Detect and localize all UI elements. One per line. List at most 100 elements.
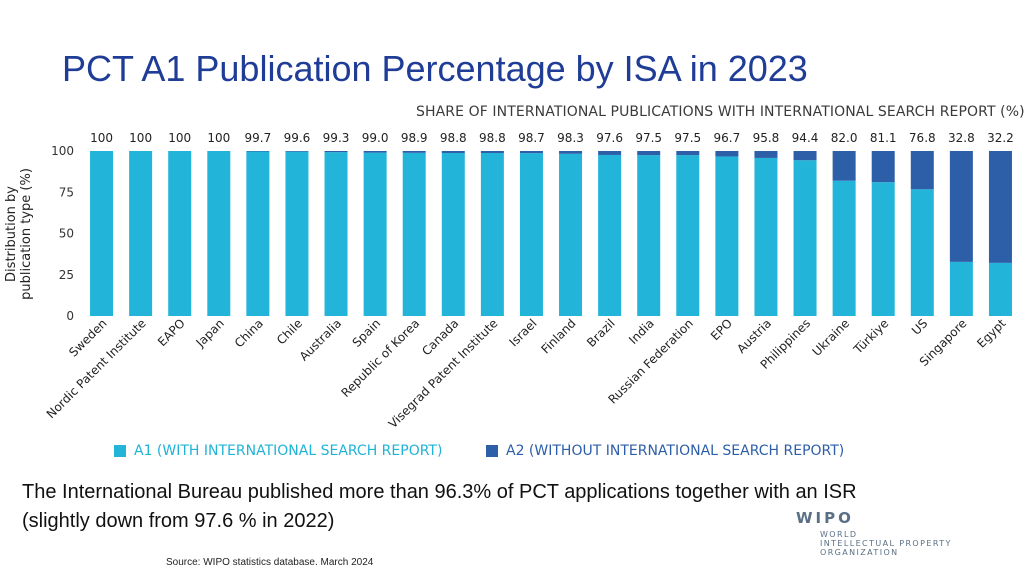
x-tick-label: Israel <box>506 316 539 349</box>
y-axis-label: Distribution by <box>4 186 19 282</box>
bar-a1 <box>480 152 504 316</box>
x-tick-label: China <box>232 316 266 350</box>
data-label: 98.8 <box>440 131 467 145</box>
y-tick-label: 25 <box>59 268 74 282</box>
bar-a1 <box>207 151 231 316</box>
x-tick-label: Spain <box>350 316 384 350</box>
bar-a1 <box>793 160 817 316</box>
bar-a1 <box>168 151 192 316</box>
bar-a2 <box>754 151 778 158</box>
legend-item-a1: A1 (WITH INTERNATIONAL SEARCH REPORT) <box>114 440 442 462</box>
bar-a2 <box>793 151 817 161</box>
page-title: PCT A1 Publication Percentage by ISA in … <box>62 48 808 89</box>
bar-a2 <box>871 151 895 183</box>
x-tick-label: Chile <box>274 316 305 347</box>
data-label: 32.2 <box>987 131 1014 145</box>
wipo-logo-wordmark: WIPO <box>796 509 854 527</box>
bar-a2 <box>324 151 348 153</box>
data-label: 100 <box>129 131 152 145</box>
legend-label-a2: A2 (WITHOUT INTERNATIONAL SEARCH REPORT) <box>506 443 845 459</box>
bar-a2 <box>988 151 1012 263</box>
x-tick-label: EAPO <box>155 316 188 349</box>
x-tick-label: Türkiye <box>850 316 891 357</box>
bar-a1 <box>715 156 739 316</box>
data-label: 97.5 <box>674 131 701 145</box>
bar-a2 <box>910 151 934 190</box>
bar-a1 <box>90 151 114 316</box>
bar-a2 <box>637 151 661 156</box>
bar-a2 <box>559 151 583 154</box>
bar-a2 <box>676 151 700 156</box>
bar-a1 <box>910 189 934 316</box>
bar-a2 <box>402 151 426 153</box>
data-label: 100 <box>207 131 230 145</box>
y-tick-label: 0 <box>66 309 74 323</box>
bar-a2 <box>949 151 973 262</box>
bar-a1 <box>754 157 778 316</box>
data-label: 94.4 <box>792 131 819 145</box>
bar-a1 <box>324 152 348 316</box>
data-label: 97.6 <box>596 131 623 145</box>
bar-a1 <box>871 182 895 316</box>
bar-a2 <box>441 151 465 153</box>
data-label: 98.9 <box>401 131 428 145</box>
wipo-logo-line-1: WORLD <box>820 530 858 539</box>
legend-swatch-a1 <box>114 445 126 457</box>
data-label: 95.8 <box>753 131 780 145</box>
y-tick-label: 75 <box>59 185 74 199</box>
x-tick-label: US <box>909 316 931 338</box>
data-label: 100 <box>90 131 113 145</box>
bar-a2 <box>480 151 504 153</box>
summary-text: The International Bureau published more … <box>22 481 857 532</box>
data-label: 96.7 <box>714 131 741 145</box>
bar-a1 <box>676 155 700 316</box>
x-tick-label: Brazil <box>584 316 618 350</box>
bar-a1 <box>519 153 543 316</box>
bar-a2 <box>285 151 309 152</box>
bar-a1 <box>832 180 856 316</box>
data-label: 99.6 <box>284 131 311 145</box>
y-tick-label: 50 <box>59 227 74 241</box>
bar-a1 <box>246 151 270 316</box>
data-label: 99.7 <box>245 131 272 145</box>
x-tick-label: Ukraine <box>810 316 853 359</box>
bar-a2 <box>832 151 856 181</box>
data-label: 100 <box>168 131 191 145</box>
data-label: 98.3 <box>557 131 584 145</box>
bar-a1 <box>559 153 583 316</box>
bar-a2 <box>598 151 622 155</box>
data-label: 97.5 <box>635 131 662 145</box>
x-tick-label: Egypt <box>974 316 1009 351</box>
bar-a1 <box>988 262 1012 316</box>
y-axis-label: publication type (%) <box>19 168 34 300</box>
legend-swatch-a2 <box>486 445 498 457</box>
data-label: 81.1 <box>870 131 897 145</box>
bar-a2 <box>519 151 543 154</box>
y-tick-label: 100 <box>51 144 74 158</box>
wipo-logo-line-3: ORGANIZATION <box>820 548 899 557</box>
data-label: 98.7 <box>518 131 545 145</box>
bar-a1 <box>441 152 465 316</box>
chart-title: SHARE OF INTERNATIONAL PUBLICATIONS WITH… <box>416 104 1024 120</box>
data-label: 98.8 <box>479 131 506 145</box>
legend-label-a1: A1 (WITH INTERNATIONAL SEARCH REPORT) <box>134 443 443 459</box>
bar-a1 <box>402 152 426 316</box>
data-label: 32.8 <box>948 131 975 145</box>
bar-a1 <box>637 155 661 316</box>
bar-a2 <box>715 151 739 157</box>
bar-a2 <box>363 151 387 153</box>
x-tick-label: India <box>626 316 657 347</box>
bar-a1 <box>285 151 309 316</box>
bar-a1 <box>363 152 387 316</box>
x-tick-label: Australia <box>297 316 344 363</box>
bar-a1 <box>129 151 153 316</box>
legend-item-a2: A2 (WITHOUT INTERNATIONAL SEARCH REPORT) <box>486 440 844 462</box>
x-tick-label: Finland <box>538 316 578 356</box>
source-note: Source: WIPO statistics database. March … <box>166 557 374 568</box>
x-tick-label: Japan <box>193 316 227 350</box>
data-label: 99.0 <box>362 131 389 145</box>
data-label: 82.0 <box>831 131 858 145</box>
data-label: 76.8 <box>909 131 936 145</box>
x-tick-label: EPO <box>708 316 735 343</box>
wipo-logo-line-2: INTELLECTUAL PROPERTY <box>820 539 952 548</box>
